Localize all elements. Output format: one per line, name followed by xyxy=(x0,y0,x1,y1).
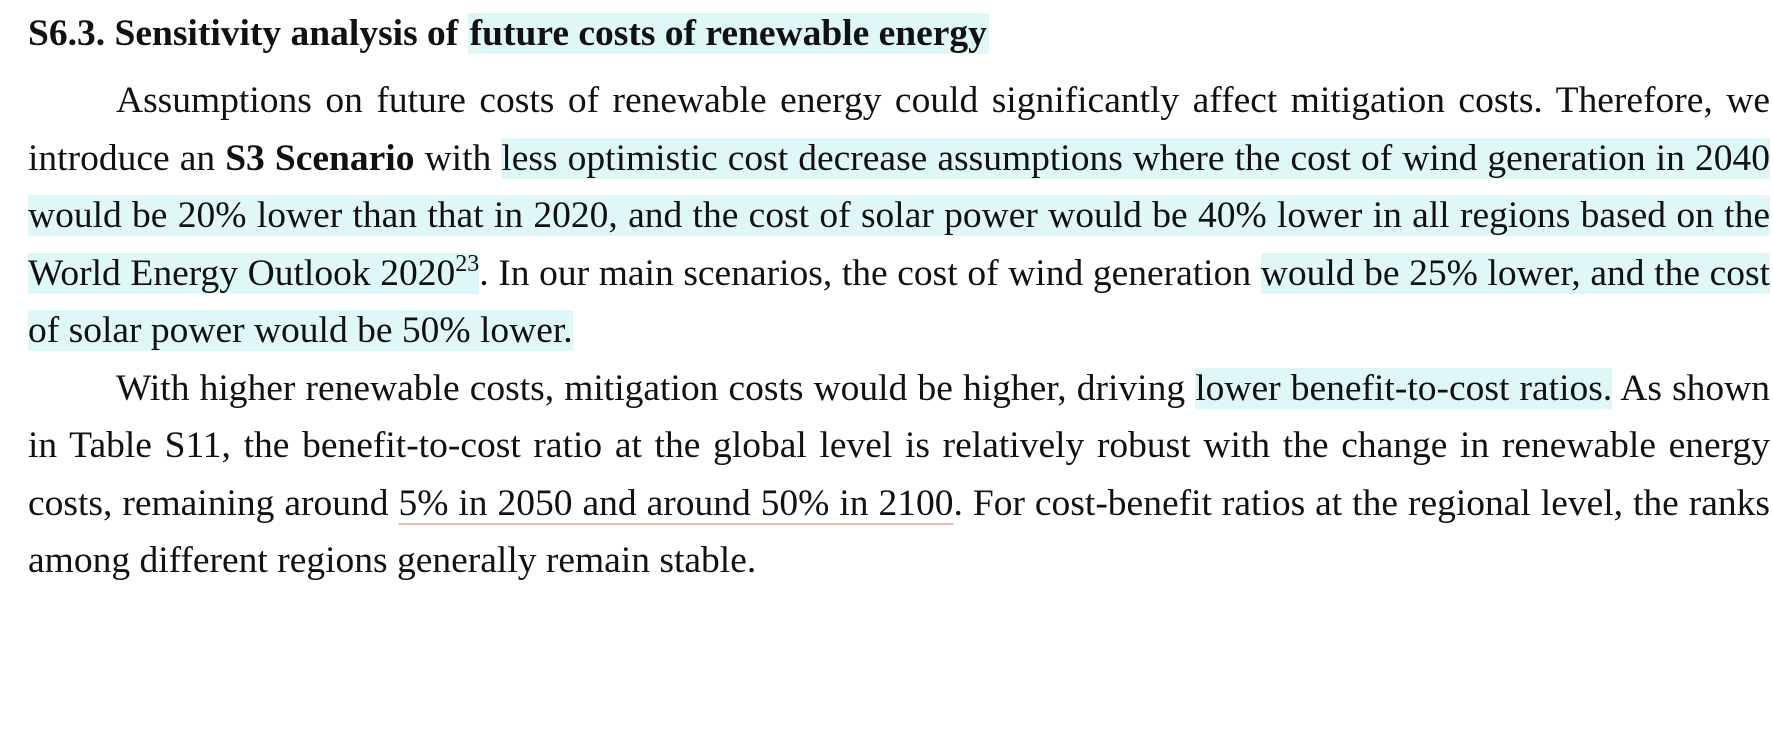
text-segment: with xyxy=(424,137,492,179)
document-page: S6.3. Sensitivity analysis of future cos… xyxy=(28,4,1771,590)
paragraph-benefit-cost-ratios: With higher renewable costs, mitigation … xyxy=(28,360,1770,590)
section-number: S6.3. xyxy=(28,13,106,54)
text-segment: . For cost-benefit ratios at the regiona… xyxy=(28,482,1770,582)
text-segment: . In our main scenarios, the cost of win… xyxy=(479,252,1252,294)
highlight-benefit-to-cost-ratios: lower benefit-to-cost ratios. xyxy=(1195,367,1613,409)
text-segment: Assumptions on future costs of renewable… xyxy=(28,80,1770,179)
highlight-text: less optimistic cost decrease assumption… xyxy=(28,137,1771,294)
text-segment: With higher renewable costs, mitigation … xyxy=(116,367,1186,409)
section-title-highlight: future costs of renewable energy xyxy=(467,13,989,54)
paragraph-renewable-cost-assumptions: Assumptions on future costs of renewable… xyxy=(28,72,1771,360)
scenario-name: S3 Scenario xyxy=(225,137,415,179)
section-heading: S6.3. Sensitivity analysis of future cos… xyxy=(28,4,1770,64)
citation-reference[interactable]: 23 xyxy=(455,250,480,277)
section-title-plain: Sensitivity analysis of xyxy=(114,13,459,54)
underline-ratio-values: 5% in 2050 and around 50% in 2100 xyxy=(398,482,954,524)
text-segment: As shown in Table S11, the benefit-to-co… xyxy=(28,367,1771,524)
